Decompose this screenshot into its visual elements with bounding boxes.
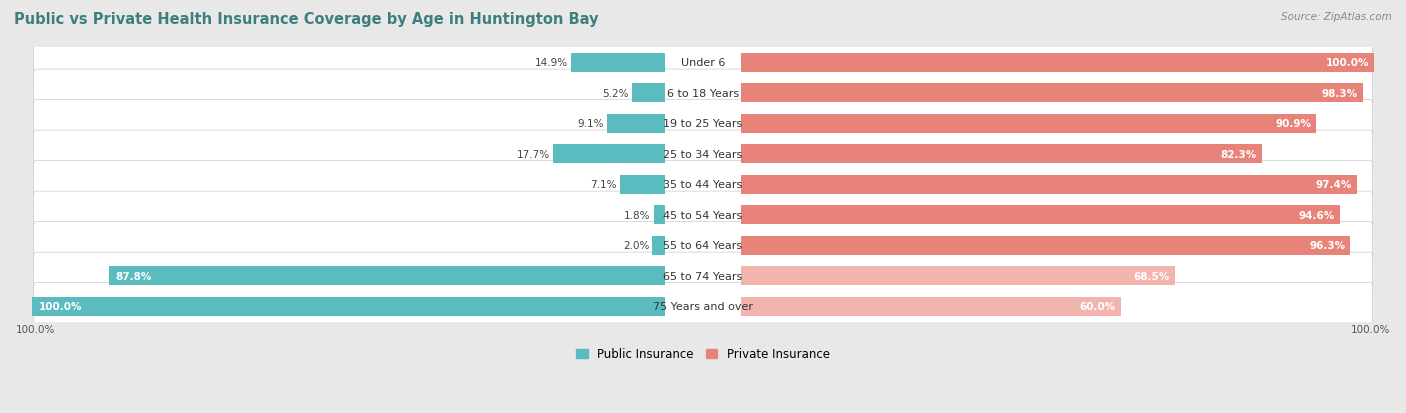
Text: 6 to 18 Years: 6 to 18 Years: [666, 89, 740, 99]
Text: 60.0%: 60.0%: [1080, 302, 1115, 312]
Text: 87.8%: 87.8%: [115, 271, 152, 281]
Bar: [741, 54, 1374, 73]
Text: 75 Years and over: 75 Years and over: [652, 302, 754, 312]
Bar: [741, 236, 1351, 255]
Text: Under 6: Under 6: [681, 58, 725, 68]
Text: 100.0%: 100.0%: [1326, 58, 1369, 68]
Text: 17.7%: 17.7%: [517, 150, 550, 159]
FancyBboxPatch shape: [34, 222, 1372, 270]
Text: 100.0%: 100.0%: [38, 302, 82, 312]
Text: 14.9%: 14.9%: [534, 58, 568, 68]
Text: 98.3%: 98.3%: [1322, 89, 1358, 99]
Text: 96.3%: 96.3%: [1309, 241, 1346, 251]
Legend: Public Insurance, Private Insurance: Public Insurance, Private Insurance: [571, 343, 835, 366]
Bar: [741, 176, 1357, 195]
Bar: [741, 297, 1121, 316]
Bar: [741, 115, 1316, 133]
FancyBboxPatch shape: [34, 70, 1372, 117]
Text: 94.6%: 94.6%: [1298, 210, 1334, 221]
Bar: [741, 145, 1261, 164]
Bar: [633, 84, 665, 103]
Text: 97.4%: 97.4%: [1316, 180, 1353, 190]
Bar: [553, 145, 665, 164]
FancyBboxPatch shape: [34, 131, 1372, 178]
Bar: [620, 176, 665, 195]
FancyBboxPatch shape: [34, 100, 1372, 148]
Text: Public vs Private Health Insurance Coverage by Age in Huntington Bay: Public vs Private Health Insurance Cover…: [14, 12, 599, 27]
Text: 68.5%: 68.5%: [1133, 271, 1170, 281]
Text: 19 to 25 Years: 19 to 25 Years: [664, 119, 742, 129]
Bar: [741, 84, 1364, 103]
Text: Source: ZipAtlas.com: Source: ZipAtlas.com: [1281, 12, 1392, 22]
Bar: [607, 115, 665, 133]
Text: 1.8%: 1.8%: [624, 210, 651, 221]
Text: 82.3%: 82.3%: [1220, 150, 1257, 159]
Text: 45 to 54 Years: 45 to 54 Years: [664, 210, 742, 221]
Text: 5.2%: 5.2%: [602, 89, 628, 99]
FancyBboxPatch shape: [34, 283, 1372, 330]
FancyBboxPatch shape: [34, 161, 1372, 209]
Text: 2.0%: 2.0%: [623, 241, 650, 251]
FancyBboxPatch shape: [34, 252, 1372, 300]
Text: 25 to 34 Years: 25 to 34 Years: [664, 150, 742, 159]
Bar: [32, 297, 665, 316]
Text: 35 to 44 Years: 35 to 44 Years: [664, 180, 742, 190]
Text: 55 to 64 Years: 55 to 64 Years: [664, 241, 742, 251]
FancyBboxPatch shape: [34, 40, 1372, 87]
Bar: [741, 206, 1340, 225]
Bar: [110, 267, 665, 286]
Text: 7.1%: 7.1%: [591, 180, 617, 190]
Bar: [571, 54, 665, 73]
Bar: [652, 236, 665, 255]
Text: 9.1%: 9.1%: [578, 119, 605, 129]
Bar: [654, 206, 665, 225]
Bar: [741, 267, 1174, 286]
Text: 65 to 74 Years: 65 to 74 Years: [664, 271, 742, 281]
Text: 90.9%: 90.9%: [1275, 119, 1312, 129]
FancyBboxPatch shape: [34, 192, 1372, 239]
